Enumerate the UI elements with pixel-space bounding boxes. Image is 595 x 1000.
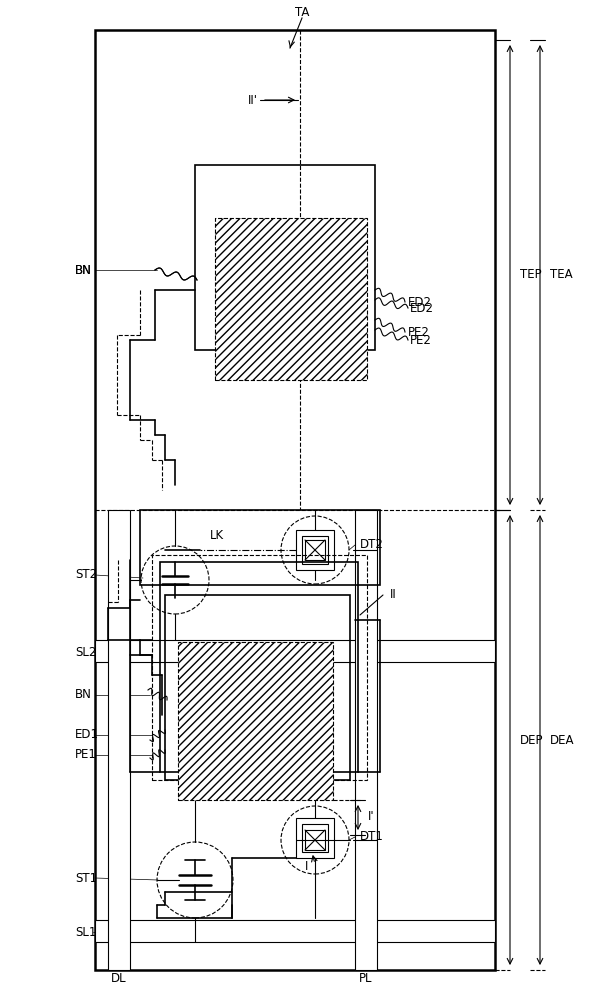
Text: DL: DL — [111, 972, 127, 984]
Text: TEP: TEP — [520, 268, 541, 282]
Text: BN: BN — [75, 263, 92, 276]
Bar — [355, 510, 377, 970]
Text: ED2: ED2 — [408, 296, 432, 308]
Text: ED2: ED2 — [410, 302, 434, 314]
Bar — [178, 642, 333, 800]
Text: TA: TA — [295, 5, 309, 18]
Text: BN: BN — [75, 263, 92, 276]
Text: I': I' — [368, 810, 375, 824]
Text: II: II — [390, 588, 397, 601]
Text: SL2: SL2 — [75, 646, 96, 658]
Bar — [95, 920, 495, 942]
Bar — [140, 510, 380, 585]
Bar — [95, 640, 495, 662]
Text: SL1: SL1 — [75, 926, 96, 938]
Bar — [296, 818, 334, 858]
Bar — [195, 165, 375, 350]
Text: ST1: ST1 — [75, 871, 97, 884]
Text: ST2: ST2 — [75, 568, 97, 582]
Bar — [95, 30, 495, 970]
Text: PE2: PE2 — [408, 326, 430, 338]
Bar — [108, 510, 130, 970]
Text: II': II' — [248, 94, 258, 106]
Bar — [305, 830, 325, 850]
Text: PE1: PE1 — [75, 748, 97, 762]
Bar — [302, 824, 328, 852]
Bar — [215, 218, 367, 380]
Text: BN: BN — [75, 688, 92, 702]
Text: I: I — [305, 860, 309, 874]
Text: DT2: DT2 — [360, 538, 384, 552]
Bar — [302, 536, 328, 564]
Text: LK: LK — [210, 529, 224, 542]
Text: PE2: PE2 — [410, 334, 432, 347]
Text: TEA: TEA — [550, 268, 572, 282]
Text: PL: PL — [359, 972, 372, 984]
Bar — [165, 595, 350, 780]
Bar — [152, 555, 367, 780]
Text: ED1: ED1 — [75, 728, 99, 742]
Bar — [160, 562, 358, 772]
Text: DT1: DT1 — [360, 830, 384, 844]
Bar — [296, 530, 334, 570]
Text: DEP: DEP — [520, 734, 543, 746]
Text: DEA: DEA — [550, 734, 575, 746]
Bar — [305, 540, 325, 560]
